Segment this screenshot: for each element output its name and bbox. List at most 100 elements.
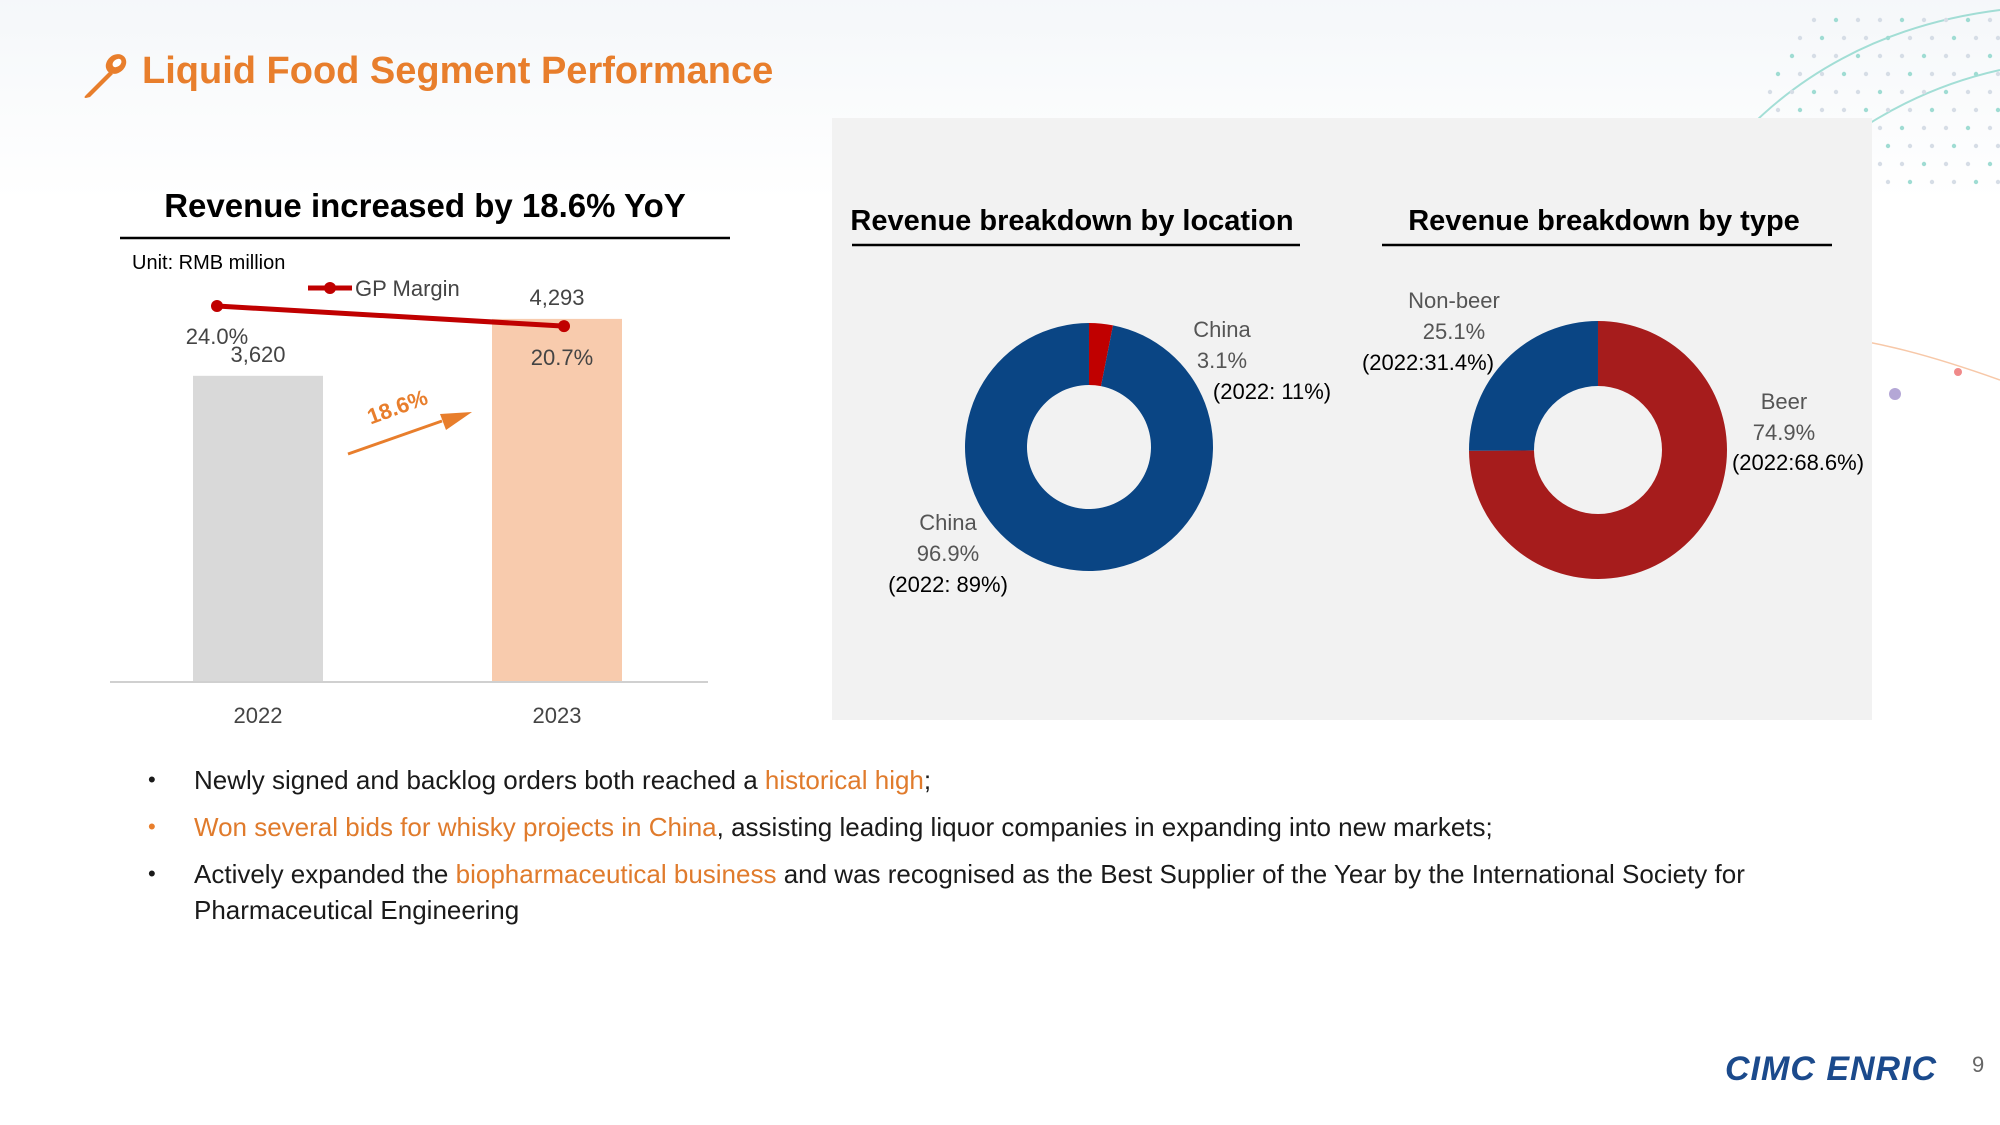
globe-dot (1789, 53, 1795, 59)
bullet-item: • Won several bids for whisky projects in… (142, 809, 1902, 845)
slice-label-prior: (2022:68.6%) (1732, 450, 1864, 475)
globe-dot (1877, 161, 1883, 167)
globe-dot (1995, 107, 2000, 113)
bullet-marker: • (148, 814, 156, 839)
globe-dot (1965, 17, 1971, 23)
globe-dot (1877, 17, 1883, 23)
globe-dot (1899, 53, 1905, 59)
page-number: 9 (1972, 1052, 1985, 1077)
globe-dot (1885, 71, 1891, 77)
globe-dot (1841, 35, 1847, 41)
gp-margin-label: 24.0% (186, 324, 248, 349)
globe-dot (1951, 71, 1957, 77)
highlighted-text: biopharmaceutical business (455, 859, 777, 889)
legend-label: GP Margin (355, 276, 460, 301)
globe-dot (1811, 89, 1817, 95)
globe-dot (1965, 53, 1971, 59)
x-tick-label: 2023 (533, 703, 582, 728)
globe-dot (1987, 17, 1993, 23)
globe-dot (1995, 143, 2000, 149)
globe-dot (1833, 17, 1839, 23)
bullet-marker: • (148, 767, 156, 792)
revenue-chart-title: Revenue increased by 18.6% YoY (164, 187, 686, 224)
bullet-item: • Actively expanded the biopharmaceutical… (142, 856, 1902, 928)
globe-dot (1929, 179, 1935, 185)
growth-arrow-head (440, 412, 472, 430)
globe-dot (1899, 125, 1905, 131)
globe-dot (1907, 107, 1913, 113)
globe-dot (1767, 89, 1773, 95)
globe-dot (1921, 17, 1927, 23)
legend-marker (324, 282, 336, 294)
slice-china-domestic-small (1089, 323, 1114, 387)
globe-dot (1841, 107, 1847, 113)
globe-dot (1855, 17, 1861, 23)
globe-dot (1965, 89, 1971, 95)
slice-label-prior: (2022: 89%) (888, 572, 1008, 597)
globe-dot (1987, 53, 1993, 59)
globe-dot (1899, 17, 1905, 23)
globe-dot (1943, 53, 1949, 59)
gp-margin-line (216, 303, 565, 329)
slice-china-major (965, 323, 1213, 571)
globe-dot (1987, 125, 1993, 131)
x-tick-label: 2022 (234, 703, 283, 728)
slice-label-pct: 3.1% (1197, 348, 1247, 373)
gp-margin-point (558, 320, 570, 333)
location-chart-title: Revenue breakdown by location (850, 205, 1293, 237)
decor-dot (1889, 388, 1901, 400)
globe-dot (1819, 71, 1825, 77)
globe-dot (1863, 35, 1869, 41)
globe-dot (1797, 35, 1803, 41)
globe-dot (1951, 143, 1957, 149)
globe-dot (1797, 71, 1803, 77)
globe-dot (1907, 143, 1913, 149)
globe-dot (1921, 161, 1927, 167)
slice-non-beer (1469, 321, 1598, 451)
globe-dot (1899, 161, 1905, 167)
globe-dot (1819, 107, 1825, 113)
globe-dot (1877, 125, 1883, 131)
globe-dot (1863, 71, 1869, 77)
decor-dot (1954, 368, 1962, 376)
slice-label-prior: (2022: 11%) (1213, 379, 1331, 404)
globe-dot (1995, 35, 2000, 41)
globe-dot (1877, 89, 1883, 95)
globe-dot (1907, 35, 1913, 41)
bullet-marker: • (148, 861, 156, 886)
globe-dot (1863, 107, 1869, 113)
globe-dot (1921, 125, 1927, 131)
globe-dot (1885, 35, 1891, 41)
highlighted-text: historical high (764, 765, 924, 795)
bullet-text: , assisting leading liquor companies in … (716, 812, 1493, 842)
globe-dot (1841, 71, 1847, 77)
revenue-bar-chart: Revenue increased by 18.6% YoY Unit: RMB… (110, 187, 730, 728)
globe-dot (1929, 35, 1935, 41)
growth-arrow-shaft (347, 419, 443, 456)
slice-label-name: China (1193, 317, 1251, 342)
globe-dot (1877, 53, 1883, 59)
globe-dot (1855, 53, 1861, 59)
bullet-item: • Newly signed and backlog orders both re… (142, 762, 1902, 798)
globe-dot (1833, 89, 1839, 95)
globe-dot (1899, 89, 1905, 95)
company-logo: CIMC ENRIC (1725, 1050, 1938, 1088)
bullet-text: ; (923, 765, 932, 795)
globe-dot (1973, 179, 1979, 185)
globe-dot (1819, 35, 1825, 41)
globe-dot (1943, 125, 1949, 131)
globe-dot (1965, 125, 1971, 131)
globe-dot (1885, 107, 1891, 113)
globe-dot (1855, 89, 1861, 95)
globe-dot (1995, 179, 2000, 185)
globe-dot (1965, 161, 1971, 167)
globe-dot (1951, 35, 1957, 41)
globe-dot (1973, 143, 1979, 149)
globe-dot (1987, 89, 1993, 95)
bullet-text: Actively expanded the (194, 859, 456, 889)
bullet-text: and was recognised as the Best Supplier … (194, 859, 1745, 925)
gp-margin-point (211, 300, 223, 312)
globe-dot (1951, 179, 1957, 185)
globe-dot (1811, 53, 1817, 59)
highlighted-text: Won several bids for whisky projects in … (194, 812, 717, 842)
